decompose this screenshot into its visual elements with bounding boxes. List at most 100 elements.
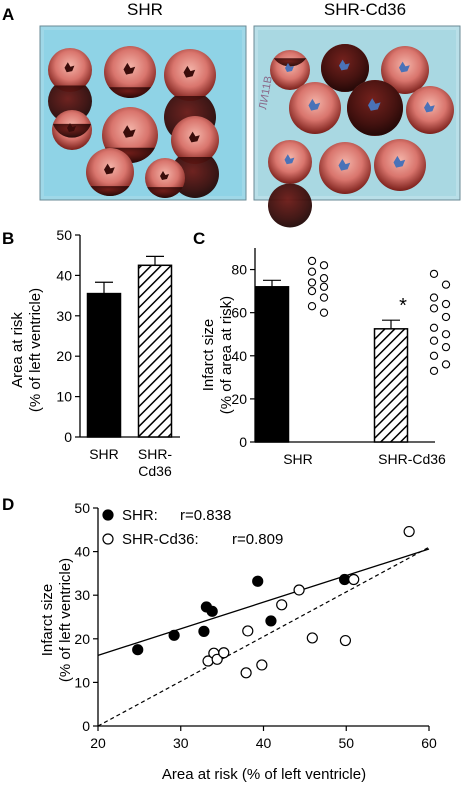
heart-slice-cavity [308,98,321,111]
chart-b-x-tick-label: SHR [89,446,119,462]
chart-d-legend-name: SHR: [122,507,158,524]
chart-d-point-shr-cd36 [242,625,254,637]
chart-d-y-tick-label: 10 [74,674,90,690]
chart-c-y-tick-label: 20 [231,391,247,407]
chart-b-ylabel-line2: (% of left ventricle) [27,288,44,412]
chart-c-y-tick-label: 60 [231,305,247,321]
panel-d-letter: D [2,495,14,514]
chart-d-x-tick-label: 40 [256,735,272,751]
heart-slice-cavity [160,171,169,180]
chart-d-point-shr-cd36 [293,584,305,596]
chart-d-fit-line-shr-cd36 [97,546,430,727]
chart-b-x-tick-label: Cd36 [138,463,172,479]
heart-slice-stain [90,186,130,196]
chart-d-point-shr-cd36 [306,632,318,644]
panel-c-letter: C [193,229,205,248]
chart-d-ylabel-line1: Infarct size [39,584,56,657]
heart-slice-cavity [338,158,351,171]
chart-b-y-tick-label: 30 [56,308,72,324]
chart-c-data-point [429,323,439,332]
heart-slice-cavity [64,62,75,73]
chart-c-data-point [319,308,329,317]
heart-slice-cavity [123,62,136,75]
chart-d-point-shr-cd36 [276,599,288,611]
heart-slice [104,46,156,99]
chart-c-bar [254,286,290,443]
chart-c-data-point [441,330,451,339]
heart-slice-cavity [189,131,200,143]
chart-b-bar [137,264,173,438]
heart-slice-cavity [104,163,115,175]
chart-d-legend-marker [102,509,114,521]
chart-c-data-point [441,312,451,322]
heart-slice-cavity [339,59,350,71]
heart-slice [171,116,219,198]
chart-d-x-tick-label: 50 [338,735,354,751]
chart-d-point-shr-cd36 [403,525,415,538]
chart-c-x-tick-label: SHR [283,451,313,467]
chart-d-fit-line-shr [97,548,430,656]
chart-d-point-shr [252,575,264,587]
heart-slice [289,82,341,134]
chart-c-y-tick-label: 80 [231,262,247,278]
heart-slice-cavity [67,123,76,132]
heart-slice [145,158,185,198]
heart-slice-cavity [285,63,294,72]
chart-d-legend-r: r=0.809 [232,531,283,548]
chart-d-point-shr-cd36 [211,653,223,665]
heart-slice-stain [171,156,219,198]
chart-d-y-tick-label: 30 [74,587,90,603]
chart-c-data-point [307,256,317,266]
heart-slice [406,86,454,134]
chart-c-data-point [307,286,317,296]
chart-d-point-shr [206,605,218,617]
heart-slices-shr-cd36 [268,44,454,228]
heart-slice-cavity [399,61,410,73]
chart-d-point-shr-cd36 [240,667,252,679]
chart-c-y-tick-label: 0 [239,434,247,450]
chart-d-point-shr-cd36 [256,659,268,671]
chart-d-y-tick-label: 50 [74,500,90,516]
chart-c-data-point [429,366,439,376]
heart-slice [347,80,404,136]
chart-c-data-point [307,267,317,276]
chart-d-x-tick-label: 60 [421,735,437,751]
chart-d-legend-name: SHR-Cd36: [122,531,199,548]
heart-slice [270,50,310,90]
chart-c-data-point [319,282,329,291]
chart-d-point-shr [168,629,180,641]
chart-c-data-point [441,343,451,352]
chart-c-x-tick-label: SHR-Cd36 [378,451,446,467]
chart-c-data-point [429,351,439,360]
heart-slice [52,110,92,150]
chart-d: Infarct size (% of left ventricle) Area … [39,500,437,783]
chart-d-y-tick-label: 20 [74,631,90,647]
chart-d-point-shr-cd36 [348,573,360,586]
chart-d-point-shr [198,625,210,637]
chart-c-data-point [429,336,439,345]
chart-c: Infarct size (% of area at risk) 0 20 40 60… [200,248,451,467]
chart-c-data-point [319,274,329,283]
heart-slice-stain [273,58,307,67]
chart-d-point-shr [338,573,351,586]
chart-b-ylabel-line1: Area at risk [9,312,26,388]
chart-b-y-tick-label: 0 [64,429,72,445]
chart-d-legend-r: r=0.838 [180,507,231,524]
chart-d-y-tick-label: 0 [82,718,90,734]
heart-slice-cavity [368,98,381,111]
chart-c-data-point [441,360,451,369]
heart-slice-cavity [284,154,295,165]
heart-slice [320,44,370,92]
chart-c-data-point [429,304,439,313]
heart-slice [374,139,426,191]
heart-slices-shr [48,46,219,198]
chart-d-x-tick-label: 20 [90,735,106,751]
heart-slice-stain [108,87,152,99]
chart-c-data-point [307,302,317,311]
chart-d-point-shr [132,644,144,656]
chart-c-data-point [441,280,451,289]
heart-slice-stain [268,183,312,228]
photo-label-shr-cd36: SHR-Cd36 [324,0,406,19]
chart-b: Area at risk (% of left ventricle) 0 10 20… [9,227,180,479]
